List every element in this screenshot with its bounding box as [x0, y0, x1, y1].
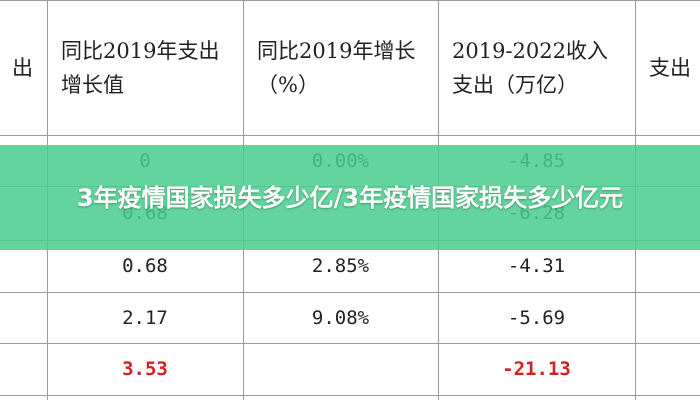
grid-line	[0, 0, 700, 1]
table-cell: 3.53	[122, 358, 168, 380]
header-cell: 同比2019年增长（%）	[257, 38, 416, 97]
header-cell: 2019-2022收入支出（万亿）	[452, 38, 608, 97]
grid-line	[0, 395, 700, 396]
banner-title: 3年疫情国家损失多少亿/3年疫情国家损失多少亿元	[76, 183, 624, 212]
grid-line	[0, 135, 700, 136]
table-cell: 0.68	[122, 255, 168, 277]
table-cell: 2.85%	[311, 255, 370, 277]
grid-line	[0, 343, 700, 344]
header-cell: 出	[12, 55, 33, 80]
banner: 3年疫情国家损失多少亿/3年疫情国家损失多少亿元	[0, 145, 700, 250]
table-cell: 2.17	[122, 306, 168, 329]
grid-line	[0, 292, 700, 293]
header-cell: 同比2019年支出增长值	[61, 38, 220, 97]
table-cell: -4.31	[507, 255, 566, 277]
table-cell: -5.69	[507, 306, 566, 329]
header-cell: 支出	[649, 55, 691, 80]
table-cell: 9.08%	[311, 306, 370, 329]
table-cell: -21.13	[502, 358, 571, 380]
